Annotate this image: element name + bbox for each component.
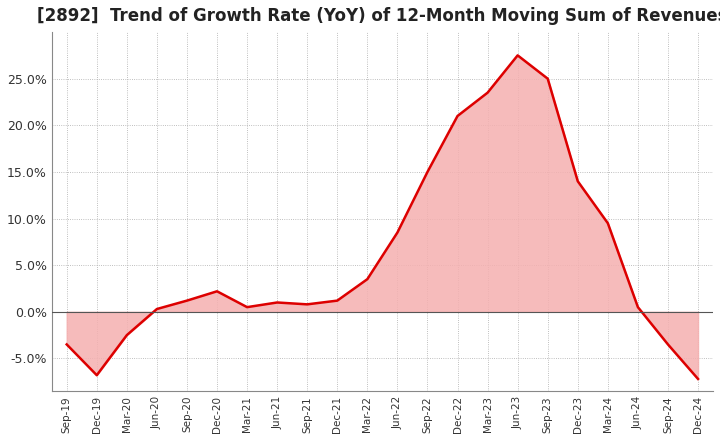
Title: [2892]  Trend of Growth Rate (YoY) of 12-Month Moving Sum of Revenues: [2892] Trend of Growth Rate (YoY) of 12-… [37,7,720,25]
